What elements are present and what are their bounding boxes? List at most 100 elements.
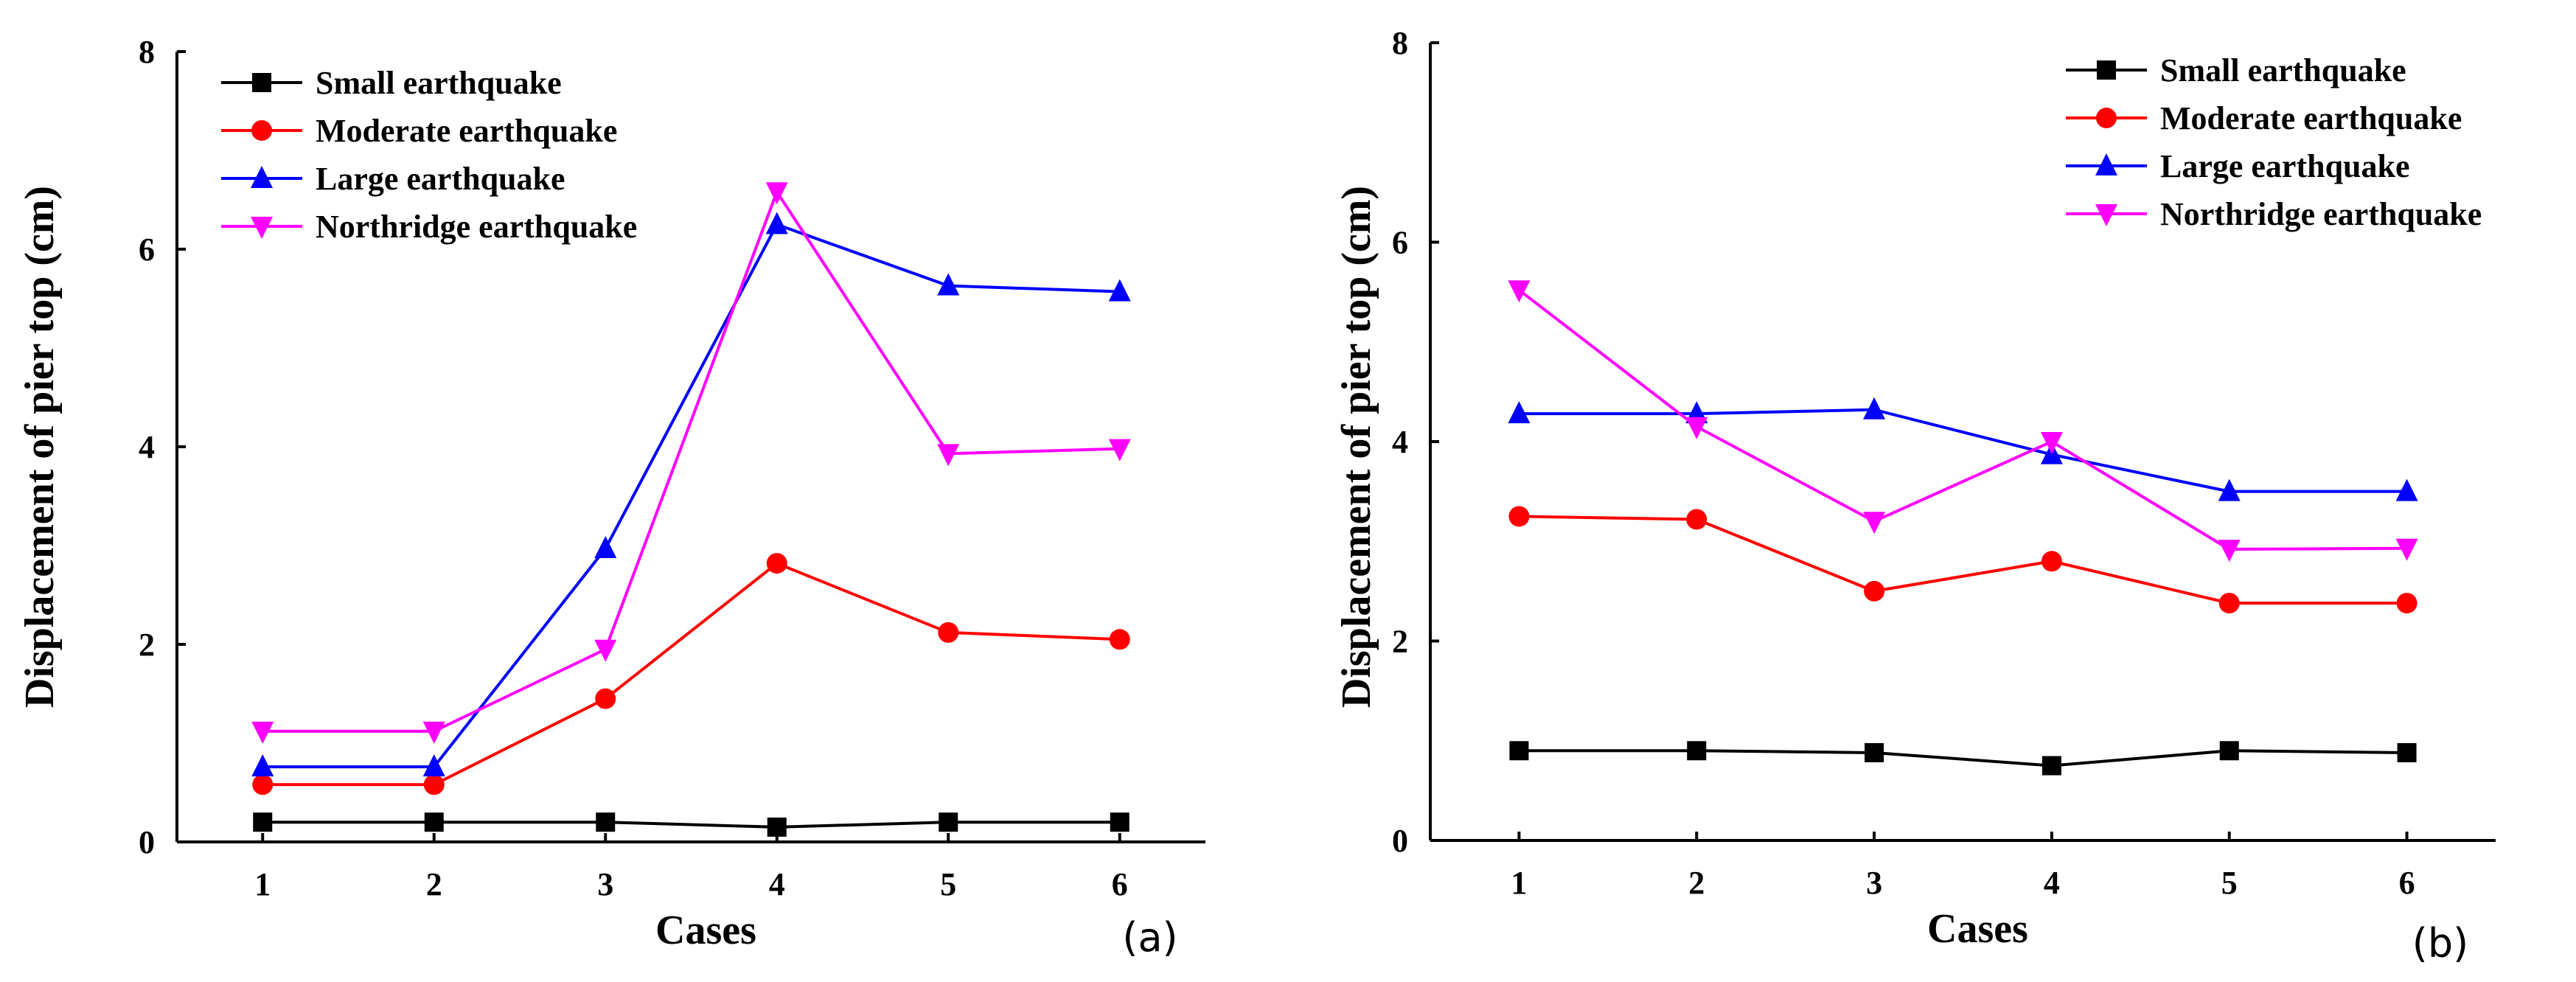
x-tick-label: 1 xyxy=(254,866,271,902)
data-point xyxy=(1109,629,1130,650)
series-line xyxy=(262,561,1120,787)
panel-label: (a) xyxy=(1122,914,1177,961)
data-point xyxy=(1508,280,1531,303)
y-tick-label: 4 xyxy=(1392,424,1408,460)
data-point xyxy=(766,553,787,574)
panel-label: (b) xyxy=(2412,920,2468,967)
legend-marker xyxy=(251,217,273,239)
x-tick-label: 5 xyxy=(2221,865,2238,901)
data-point xyxy=(424,812,444,832)
data-point xyxy=(1108,279,1131,302)
y-tick-label: 6 xyxy=(139,231,155,268)
y-tick-label: 0 xyxy=(1392,823,1408,859)
data-point xyxy=(2397,742,2417,762)
x-tick-label: 4 xyxy=(2044,865,2060,901)
legend-label: Moderate earthquake xyxy=(2160,100,2462,136)
series-line xyxy=(1519,749,2407,767)
legend-label: Northridge earthquake xyxy=(316,209,637,245)
data-point xyxy=(594,639,617,662)
data-point xyxy=(1687,741,1707,761)
legend-label: Moderate earthquake xyxy=(316,113,617,149)
x-tick-label: 5 xyxy=(940,866,956,902)
data-point xyxy=(937,273,960,296)
chart-panel-b: 1 2 3 4 5 6 0 2 4 6 8 Cases Displacement of pier top… xyxy=(1334,25,2496,967)
data-point xyxy=(422,754,445,777)
y-tick-label: 2 xyxy=(1392,624,1408,660)
data-point xyxy=(1110,812,1129,832)
data-point xyxy=(938,621,959,643)
data-point xyxy=(594,536,617,559)
y-tick-label: 4 xyxy=(139,429,155,465)
series-line xyxy=(262,821,1120,829)
series-line xyxy=(262,223,1120,769)
x-tick-label: 4 xyxy=(769,866,785,902)
x-tick-label: 1 xyxy=(1511,865,1527,901)
data-point xyxy=(2218,540,2241,563)
data-point xyxy=(2041,551,2062,572)
y-tick-label: 0 xyxy=(139,824,155,860)
y-tick-label: 8 xyxy=(139,34,155,70)
y-tick-label: 2 xyxy=(139,627,155,663)
data-point xyxy=(1685,417,1708,439)
data-point xyxy=(252,774,274,795)
y-tick-label: 8 xyxy=(1392,25,1408,61)
data-point xyxy=(2218,593,2240,614)
data-point xyxy=(2219,741,2239,761)
series-line xyxy=(1519,408,2407,493)
legend-marker xyxy=(252,73,271,92)
data-point xyxy=(2041,756,2061,776)
y-axis-title: Displacement of pier top (cm) xyxy=(1334,186,1379,708)
legend-label: Large earthquake xyxy=(2160,148,2410,184)
data-point xyxy=(765,212,788,234)
data-point xyxy=(2040,432,2063,454)
data-point xyxy=(1509,741,1529,761)
legend-label: Northridge earthquake xyxy=(2160,196,2482,232)
data-point xyxy=(1508,506,1530,527)
data-point xyxy=(939,812,958,832)
legend-label: Small earthquake xyxy=(316,65,562,101)
data-point xyxy=(423,774,445,795)
chart-panel-a: 1 2 3 4 5 6 0 2 4 6 8 Cases Displacement of pier top… xyxy=(17,34,1205,961)
data-point xyxy=(1865,742,1884,762)
data-point xyxy=(253,812,273,832)
data-point xyxy=(767,817,787,837)
data-point xyxy=(1863,397,1886,419)
y-tick-label: 6 xyxy=(1392,225,1408,261)
data-point xyxy=(1686,509,1708,530)
data-point xyxy=(595,688,616,709)
legend-marker xyxy=(251,120,272,141)
data-point xyxy=(596,812,616,832)
legend-marker xyxy=(2095,204,2117,226)
x-axis-title: Cases xyxy=(655,908,756,953)
data-point xyxy=(2395,538,2418,561)
x-tick-label: 6 xyxy=(2399,865,2415,901)
legend-marker xyxy=(2095,153,2117,175)
data-point xyxy=(1508,401,1531,424)
data-point xyxy=(937,444,960,467)
series-line xyxy=(262,188,1120,733)
y-axis-title: Displacement of pier top (cm) xyxy=(17,186,63,708)
series-line xyxy=(1518,288,2407,551)
data-point xyxy=(251,721,274,744)
data-point xyxy=(422,721,445,744)
x-tick-label: 2 xyxy=(426,866,442,902)
x-tick-label: 3 xyxy=(1866,865,1882,901)
data-point xyxy=(2396,593,2417,614)
x-tick-label: 6 xyxy=(1112,866,1128,902)
x-tick-label: 3 xyxy=(597,866,613,902)
legend-marker xyxy=(251,166,273,188)
series-line xyxy=(1519,515,2407,605)
legend-label: Small earthquake xyxy=(2160,52,2406,88)
data-point xyxy=(1108,439,1131,462)
legend-marker xyxy=(2096,108,2117,128)
data-point xyxy=(1863,512,1886,534)
legend-marker xyxy=(2097,60,2116,80)
data-point xyxy=(2395,478,2418,501)
x-axis-title: Cases xyxy=(1927,906,2028,952)
legend-label: Large earthquake xyxy=(316,161,565,197)
data-point xyxy=(2218,478,2241,501)
data-point xyxy=(1864,580,1885,602)
data-point xyxy=(765,182,788,205)
x-tick-label: 2 xyxy=(1688,865,1705,901)
